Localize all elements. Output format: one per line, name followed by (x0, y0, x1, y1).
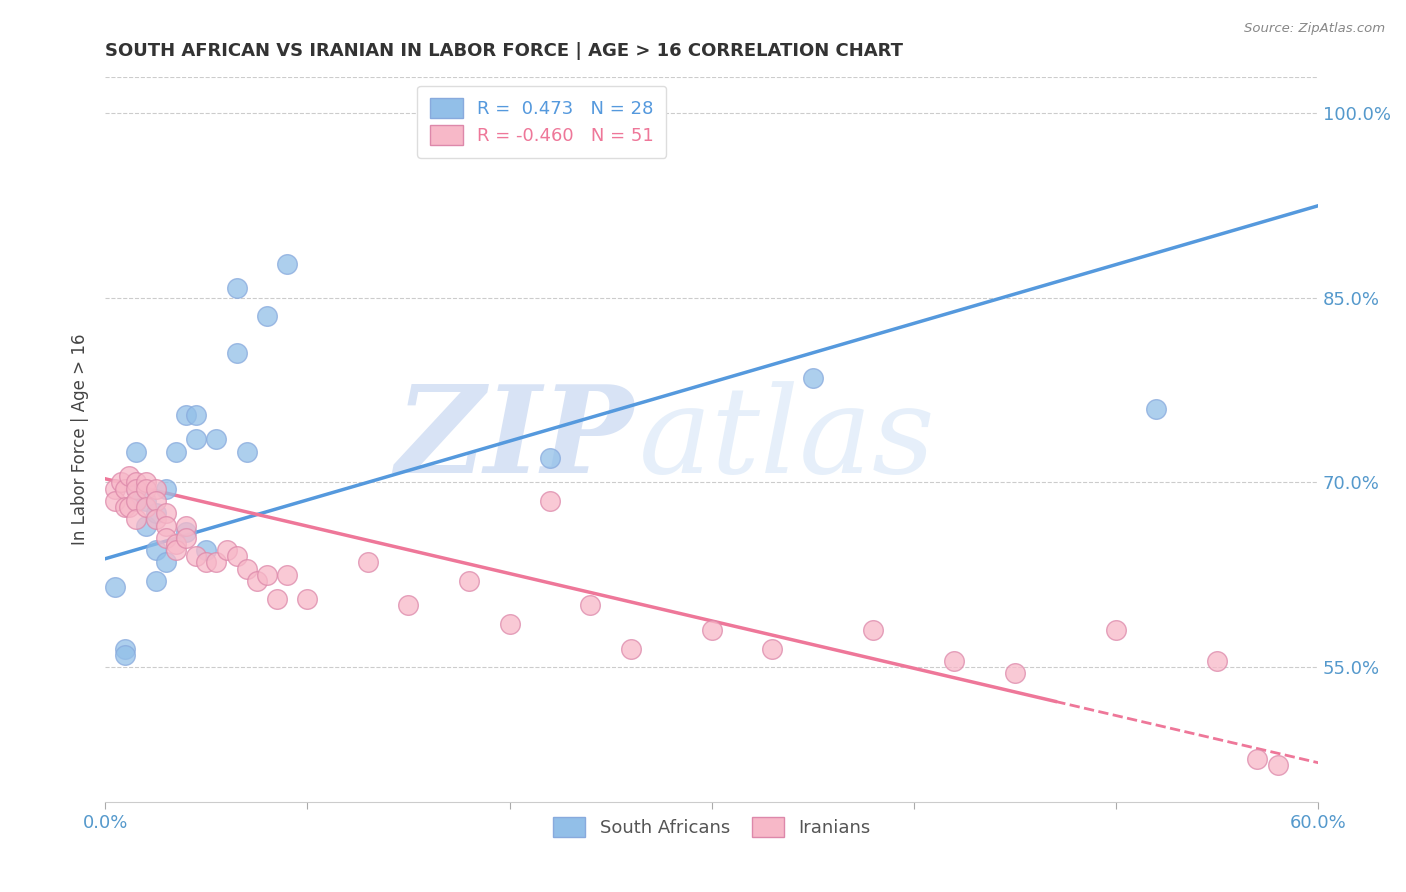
Point (135, 482, 157, 496)
Legend: South Africans, Iranians: South Africans, Iranians (546, 810, 877, 844)
Point (498, 616, 520, 631)
Point (174, 531, 197, 545)
Point (104, 580, 127, 594)
Point (862, 623, 884, 637)
Point (538, 494, 561, 508)
Point (225, 281, 247, 295)
Point (145, 482, 167, 496)
Point (801, 371, 824, 385)
Point (276, 567, 298, 582)
Point (174, 524, 197, 539)
Point (225, 346, 247, 360)
Point (124, 482, 146, 496)
Text: ZIP: ZIP (395, 380, 633, 499)
Point (124, 494, 146, 508)
Point (155, 556, 177, 570)
Point (104, 482, 127, 496)
Point (246, 574, 269, 588)
Point (145, 543, 167, 558)
Point (538, 450, 561, 465)
Text: SOUTH AFRICAN VS IRANIAN IN LABOR FORCE | AGE > 16 CORRELATION CHART: SOUTH AFRICAN VS IRANIAN IN LABOR FORCE … (105, 42, 903, 60)
Point (700, 623, 723, 637)
Point (235, 444, 257, 458)
Point (458, 574, 481, 588)
Point (195, 543, 218, 558)
Point (1144, 401, 1167, 416)
Point (266, 592, 288, 607)
Point (145, 494, 167, 508)
Point (174, 518, 197, 533)
Point (124, 475, 146, 490)
Point (145, 574, 167, 588)
Point (165, 444, 187, 458)
Point (215, 543, 238, 558)
Point (135, 475, 157, 490)
Point (1267, 758, 1289, 772)
Point (124, 482, 146, 496)
Y-axis label: In Labor Force | Age > 16: In Labor Force | Age > 16 (72, 334, 89, 545)
Point (145, 512, 167, 526)
Point (761, 641, 783, 656)
Point (114, 482, 136, 496)
Point (186, 408, 208, 422)
Point (155, 518, 177, 533)
Point (579, 599, 602, 613)
Point (155, 531, 177, 545)
Point (276, 256, 298, 270)
Point (118, 500, 141, 514)
Point (145, 506, 167, 520)
Point (135, 500, 157, 514)
Point (225, 549, 247, 564)
Point (186, 549, 208, 564)
Point (297, 592, 319, 607)
Point (174, 408, 197, 422)
Point (256, 310, 278, 324)
Point (114, 641, 136, 656)
Point (135, 518, 157, 533)
Point (165, 537, 187, 551)
Text: atlas: atlas (638, 381, 935, 498)
Point (114, 648, 136, 662)
Point (155, 482, 177, 496)
Point (943, 654, 966, 668)
Point (1004, 666, 1026, 681)
Point (135, 494, 157, 508)
Point (195, 556, 218, 570)
Point (124, 444, 146, 458)
Point (165, 543, 187, 558)
Point (205, 433, 228, 447)
Point (235, 561, 257, 575)
Point (114, 500, 136, 514)
Text: Source: ZipAtlas.com: Source: ZipAtlas.com (1244, 22, 1385, 36)
Point (104, 494, 127, 508)
Point (155, 506, 177, 520)
Point (124, 512, 146, 526)
Point (1105, 623, 1128, 637)
Point (398, 599, 420, 613)
Point (110, 475, 132, 490)
Point (186, 433, 208, 447)
Point (118, 469, 141, 483)
Point (205, 556, 228, 570)
Point (1246, 752, 1268, 766)
Point (124, 494, 146, 508)
Point (357, 556, 380, 570)
Point (620, 641, 643, 656)
Point (256, 567, 278, 582)
Point (1206, 654, 1229, 668)
